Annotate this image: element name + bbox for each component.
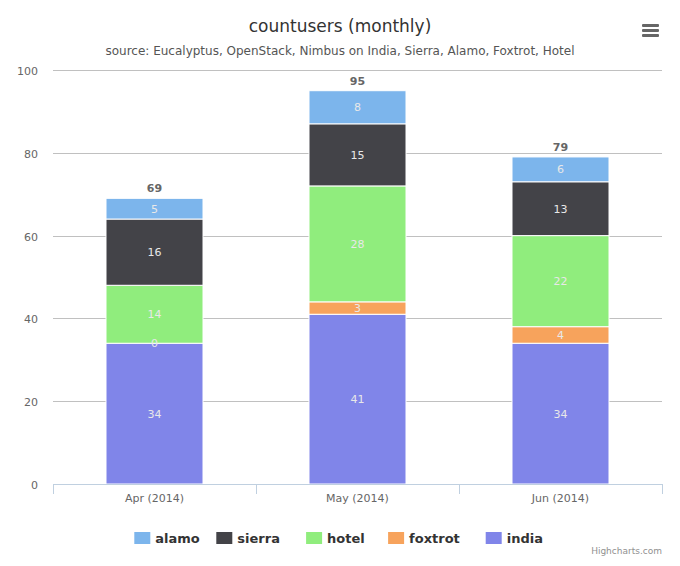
- data-label: 6: [557, 163, 564, 176]
- x-tick: [459, 484, 460, 494]
- legend-label: india: [507, 531, 543, 546]
- bar-segment: [512, 327, 609, 344]
- bar-segment: [512, 236, 609, 327]
- data-label: 16: [148, 246, 162, 259]
- bar-segment: [512, 157, 609, 182]
- bar-segment: [512, 343, 609, 484]
- x-tick: [256, 484, 257, 494]
- menu-line: [642, 29, 659, 32]
- bar-segment: [309, 124, 406, 186]
- y-tick-label: 60: [24, 231, 38, 244]
- grid: [53, 71, 662, 485]
- data-label: 34: [148, 408, 162, 421]
- bar-segment: [106, 198, 203, 219]
- x-tick-label: May (2014): [326, 492, 389, 505]
- x-tick: [53, 484, 54, 494]
- bar-segment: [512, 182, 609, 236]
- credits: Highcharts.com: [591, 546, 662, 556]
- bar-segment: [309, 302, 406, 314]
- data-label: 34: [554, 408, 568, 421]
- data-label: 15: [351, 149, 365, 162]
- menu-line: [642, 24, 659, 27]
- subtitle: source: Eucalyptus, OpenStack, Nimbus on…: [105, 44, 574, 58]
- data-label: 0: [151, 337, 158, 350]
- legend-label: alamo: [155, 531, 200, 546]
- x-tick-label: Jun (2014): [531, 492, 589, 505]
- legend-symbol: [216, 532, 232, 544]
- data-label: 8: [354, 101, 361, 114]
- data-label: 22: [554, 275, 568, 288]
- bar-segment: [106, 285, 203, 343]
- bars: [106, 91, 609, 484]
- legend-symbol: [388, 532, 404, 544]
- data-label: 4: [557, 329, 564, 342]
- bar-segment: [309, 91, 406, 124]
- data-label: 14: [148, 308, 162, 321]
- menu-line: [642, 34, 659, 37]
- y-tick-label: 0: [31, 479, 38, 492]
- bar-segment: [309, 186, 406, 302]
- title: countusers (monthly): [249, 16, 432, 36]
- grid-line: [53, 70, 662, 71]
- y-tick-label: 20: [24, 396, 38, 409]
- x-tick: [662, 484, 663, 494]
- bar-segment: [309, 314, 406, 484]
- grid-line: [53, 484, 662, 485]
- stack-total: 95: [350, 75, 365, 88]
- bar-segment: [106, 219, 203, 285]
- menu-icon: [642, 24, 659, 37]
- y-tick-label: 40: [24, 313, 38, 326]
- data-labels: 34 0 14 16 5 69 41 3 28 15 8 95 34 4 22 13 6 79: [147, 75, 568, 421]
- y-tick-label: 100: [17, 65, 38, 78]
- legend-symbol: [134, 532, 150, 544]
- data-label: 5: [151, 203, 158, 216]
- chart: countusers (monthly) source: Eucalyptus, …: [0, 0, 680, 566]
- legend-symbol: [306, 532, 322, 544]
- x-tick-label: Apr (2014): [125, 492, 184, 505]
- legend-label: foxtrot: [409, 531, 460, 546]
- stack-total: 79: [553, 141, 568, 154]
- bar-segment: [106, 343, 203, 484]
- legend-label: sierra: [237, 531, 280, 546]
- data-label: 41: [351, 393, 365, 406]
- y-tick-label: 80: [24, 148, 38, 161]
- stack-total: 69: [147, 182, 162, 195]
- data-label: 3: [354, 302, 361, 315]
- legend: alamo sierra hotel foxtrot india: [134, 531, 543, 546]
- x-axis: [53, 484, 662, 485]
- data-label: 13: [554, 203, 568, 216]
- data-label: 28: [351, 238, 365, 251]
- legend-label: hotel: [327, 531, 365, 546]
- legend-symbol: [486, 532, 502, 544]
